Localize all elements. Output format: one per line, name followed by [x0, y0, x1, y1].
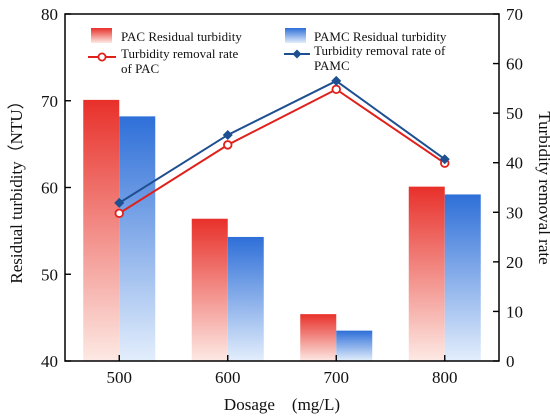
- legend-label-pamc-bar: PAMC Residual turbidity: [314, 29, 447, 44]
- y-left-tick-label-70: 70: [41, 92, 58, 111]
- point-pac-600: [223, 140, 233, 150]
- x-tick-label-800: 800: [432, 368, 458, 387]
- y-right-tick-label-0: 0: [506, 352, 515, 371]
- y-right-tick-label-60: 60: [506, 55, 523, 74]
- y-axis-right-title: Turbidity removal rate: [535, 111, 550, 264]
- bar-pac-600: [191, 218, 228, 361]
- line-pamc-removal-rate: [118, 79, 446, 204]
- x-axis-title: Dosage (mg/L): [224, 395, 340, 414]
- bar-pamc-700: [336, 330, 373, 361]
- point-pamc-700: [331, 75, 342, 86]
- bar-pac-700: [300, 314, 337, 361]
- y-right-tick-label-30: 30: [506, 203, 523, 222]
- bar-pac-800: [408, 186, 445, 361]
- y-right-tick-label-70: 70: [506, 5, 523, 24]
- legend-label-pamc-line: Turbidity removal rate of PAMC: [314, 43, 446, 73]
- y-right-tick-label-40: 40: [506, 154, 523, 173]
- bar-pac-500: [83, 99, 120, 361]
- y-right-tick-label-20: 20: [506, 253, 523, 272]
- legend-label-pac-bar: PAC Residual turbidity: [121, 29, 242, 44]
- point-pamc-800: [439, 154, 450, 165]
- lines-layer: [114, 75, 450, 218]
- point-pamc-500: [114, 197, 125, 208]
- y-right-tick-label-10: 10: [506, 302, 523, 321]
- bar-pamc-600: [227, 236, 264, 361]
- y-left-tick-label-80: 80: [41, 5, 58, 24]
- bar-pamc-500: [119, 116, 156, 362]
- x-tick-label-700: 700: [324, 368, 350, 387]
- y-axis-left-title: Residual turbidity（NTU）: [7, 92, 26, 283]
- y-left-tick-label-50: 50: [41, 265, 58, 284]
- legend-swatch-pac-bar: [91, 28, 112, 43]
- y-left-tick-label-60: 60: [41, 179, 58, 198]
- legend-swatch-pamc-bar: [285, 28, 306, 43]
- legend-label-pac-line: Turbidity removal rate of PAC: [121, 46, 238, 76]
- x-tick-label-600: 600: [215, 368, 241, 387]
- legend-marker-pamc: [292, 49, 302, 59]
- y-left-tick-label-40: 40: [41, 352, 58, 371]
- legend-marker-pac: [97, 52, 107, 62]
- legend: PAC Residual turbidity PAMC Residual tur…: [88, 28, 447, 76]
- point-pamc-600: [222, 129, 233, 140]
- x-tick-label-500: 500: [107, 368, 133, 387]
- bar-pamc-800: [444, 194, 481, 361]
- point-pac-700: [331, 84, 341, 95]
- bars-layer: [83, 99, 481, 362]
- point-pac-500: [114, 208, 124, 218]
- y-right-tick-label-50: 50: [506, 104, 523, 123]
- line-pac-removal-rate: [118, 88, 446, 215]
